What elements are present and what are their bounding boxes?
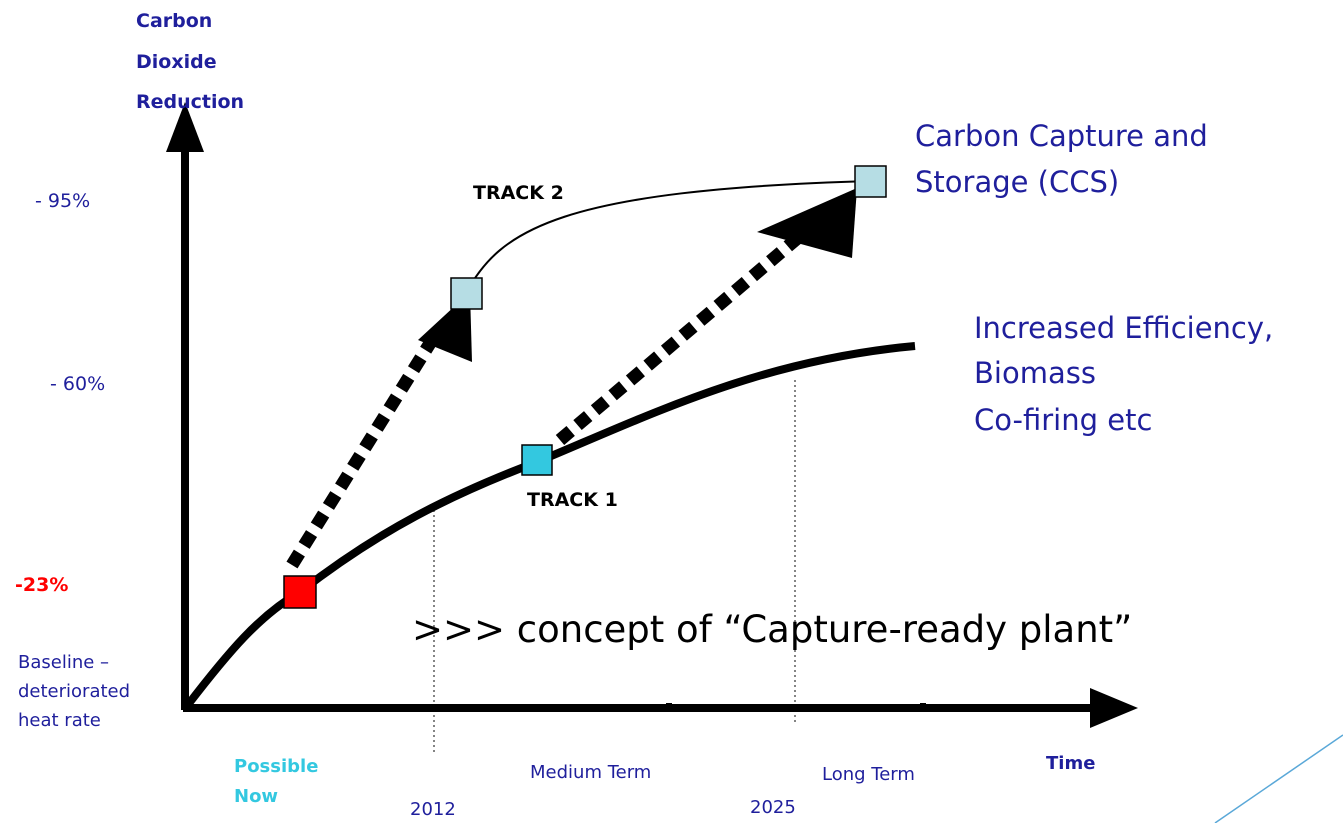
x-label: Now bbox=[234, 786, 278, 807]
level-label: - 60% bbox=[50, 373, 105, 395]
dashed-arrow bbox=[555, 231, 805, 445]
y-label: Reduction bbox=[136, 91, 244, 113]
decoration bbox=[1214, 734, 1343, 823]
efficiency-label: Increased Efficiency, bbox=[974, 311, 1273, 345]
ccs-label: Carbon Capture and bbox=[915, 119, 1208, 153]
y-label: Carbon bbox=[136, 10, 212, 32]
x-label: Medium Term bbox=[530, 762, 651, 783]
track-label: TRACK 1 bbox=[527, 489, 618, 511]
track1-curve bbox=[183, 342, 916, 709]
x-label: Long Term bbox=[822, 764, 915, 785]
track-label: TRACK 2 bbox=[473, 182, 564, 204]
dashed-arrow bbox=[286, 336, 438, 569]
y-axis-arrow bbox=[166, 102, 204, 152]
square bbox=[854, 165, 887, 198]
baseline-label: Baseline – bbox=[18, 652, 109, 673]
concept-text: >>> concept of “Capture-ready plant” bbox=[412, 608, 1132, 651]
square bbox=[450, 277, 483, 310]
track2-curve bbox=[465, 180, 871, 294]
square bbox=[521, 444, 553, 476]
x-axis-arrow bbox=[1090, 688, 1138, 728]
x-axis-label: Time bbox=[1046, 753, 1095, 774]
arrow-head bbox=[757, 188, 857, 258]
efficiency-label: Biomass bbox=[974, 356, 1096, 390]
year-label: 2025 bbox=[750, 797, 796, 818]
ccs-label: Storage (CCS) bbox=[915, 165, 1119, 199]
efficiency-label: Co-firing etc bbox=[974, 403, 1152, 437]
level-label: - 95% bbox=[35, 190, 90, 212]
baseline-label: heat rate bbox=[18, 710, 101, 731]
y-label: Dioxide bbox=[136, 51, 217, 73]
x-label: Possible bbox=[234, 756, 318, 777]
year-label: 2012 bbox=[410, 799, 456, 820]
baseline-label: deteriorated bbox=[18, 681, 130, 702]
square bbox=[283, 575, 317, 609]
level-label: -23% bbox=[15, 574, 68, 596]
